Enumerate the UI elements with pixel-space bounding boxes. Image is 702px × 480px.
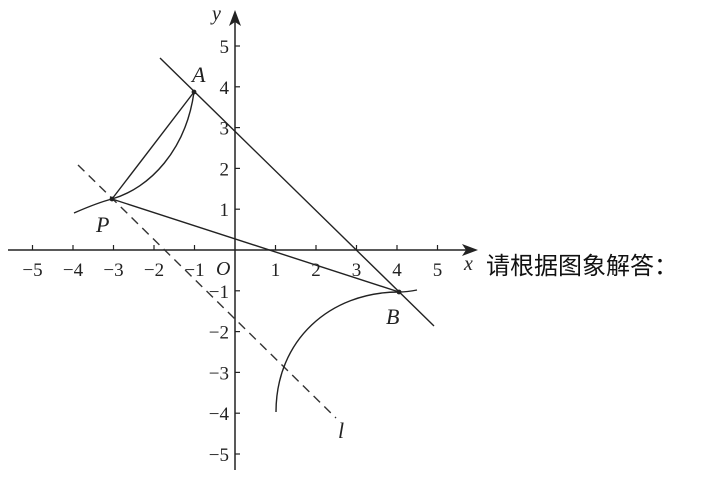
y-tick-label: 1 [220,200,230,221]
y-axis-arrow [229,10,241,26]
x-tick-label: −3 [103,260,123,281]
point-b-label: B [386,304,399,329]
origin-label: O [216,258,230,280]
x-tick-label: 3 [352,260,362,281]
point-a-marker [191,89,197,95]
y-tick-label: 4 [220,78,230,99]
curve-left-branch [73,91,195,214]
curve-right-branch [275,289,418,413]
y-tick-label: 5 [220,37,230,58]
x-tick-label: 1 [271,260,281,281]
point-b-marker [396,289,402,295]
line-l-label: l [338,418,344,443]
y-tick-label: −1 [209,282,229,303]
axis-ticks: −5 −4 −3 −2 −1 1 2 3 4 5 −5 −4 −3 −2 −1 1 2 3 4 5 [22,37,442,466]
y-tick-label: −2 [209,323,229,344]
segment-pa [111,91,195,200]
y-tick-label: −4 [209,404,230,425]
x-tick-label: −2 [144,260,164,281]
y-tick-label: 2 [220,159,230,180]
question-prompt: 请根据图象解答： [486,252,678,280]
x-tick-label: −4 [63,260,84,281]
x-tick-label: −1 [184,260,204,281]
y-axis-label: y [210,3,221,25]
x-tick-label: −5 [22,260,42,281]
x-axis-arrow [462,244,478,256]
line-l [77,164,337,419]
x-tick-label: 2 [311,260,321,281]
segment-pb [111,198,400,293]
point-p-marker [109,196,115,202]
y-tick-label: 3 [220,119,230,140]
y-tick-label: −3 [209,363,229,384]
x-tick-label: 5 [433,260,443,281]
line-ab [159,57,435,327]
y-tick-label: −5 [209,445,229,466]
x-axis-label: x [463,253,473,275]
point-p-label: P [95,212,109,237]
x-tick-label: 4 [392,260,402,281]
point-a-label: A [190,62,206,87]
